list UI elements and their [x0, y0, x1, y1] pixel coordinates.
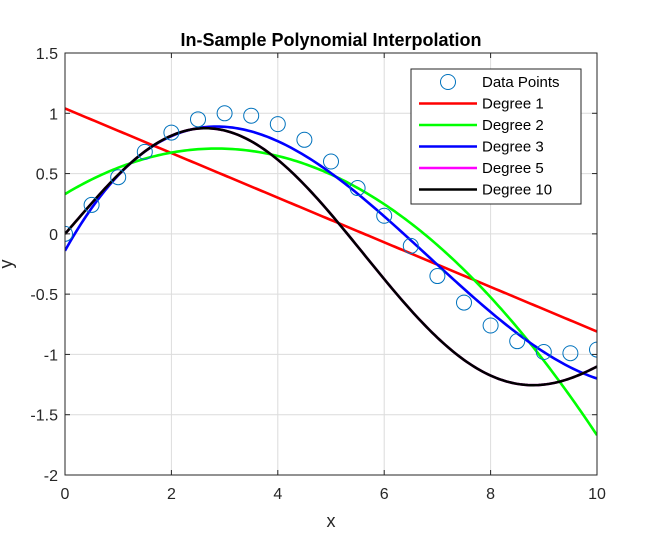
y-tick-label-2: -1 [44, 347, 58, 364]
x-axis-label: x [327, 511, 336, 531]
legend-label-data-points: Data Points [482, 74, 560, 91]
data-point-2 [110, 169, 127, 186]
axes-box [64, 52, 598, 476]
y-tick-label-5: 0.5 [36, 167, 58, 184]
data-point-4 [163, 124, 180, 141]
data-point-16 [482, 317, 499, 334]
data-point-15 [456, 294, 472, 311]
legend-label-degree-1: Degree 1 [482, 96, 544, 113]
legend-label-degree-5: Degree 5 [482, 160, 544, 177]
x-tick-label-1: 2 [167, 486, 176, 503]
x-tick-label-4: 8 [486, 486, 495, 503]
legend: Data Points Degree 1 Degree 2 Degree 3 Degre… [410, 68, 582, 205]
x-tick-label-0: 0 [61, 486, 70, 503]
y-tick-label-0: -2 [44, 468, 58, 485]
data-point-10 [323, 153, 339, 170]
data-points-layer [65, 105, 597, 362]
y-tick-label-6: 1 [49, 106, 58, 123]
legend-label-degree-2: Degree 2 [482, 117, 544, 134]
legend-label-degree-10: Degree 10 [482, 182, 552, 199]
legend-label-degree-3: Degree 3 [482, 139, 544, 156]
data-point-14 [429, 268, 446, 285]
data-point-17 [509, 333, 526, 350]
data-point-12 [376, 207, 393, 224]
data-point-8 [269, 116, 286, 133]
series-line-degree-10 [65, 126, 597, 387]
legend-marker-data-points [440, 74, 456, 90]
x-tick-label-5: 10 [588, 486, 606, 503]
tick-labels: 0 2 4 6 8 10 -2 -1.5 -1 -0.5 0 0.5 1 1.5 [30, 46, 606, 503]
data-point-7 [243, 107, 260, 124]
axes [64, 52, 598, 476]
data-point-19 [562, 345, 579, 362]
y-tick-label-1: -1.5 [30, 408, 58, 425]
data-point-9 [296, 131, 313, 148]
chart-title: In-Sample Polynomial Interpolation [180, 30, 481, 50]
y-axis-label: y [0, 260, 16, 269]
data-point-6 [216, 105, 233, 122]
y-tick-label-3: -0.5 [30, 287, 58, 304]
series-layer [65, 107, 597, 436]
x-tick-label-2: 4 [273, 486, 282, 503]
data-point-13 [402, 237, 419, 254]
data-point-1 [83, 196, 100, 213]
data-point-5 [190, 111, 206, 128]
data-point-0 [65, 225, 73, 242]
legend-box [410, 68, 582, 205]
data-point-11 [349, 180, 366, 197]
data-point-3 [136, 143, 153, 160]
y-tick-label-7: 1.5 [36, 46, 58, 63]
x-tick-label-3: 6 [380, 486, 389, 503]
data-point-18 [535, 344, 552, 361]
data-point-20 [589, 341, 597, 358]
y-tick-label-4: 0 [49, 227, 58, 244]
